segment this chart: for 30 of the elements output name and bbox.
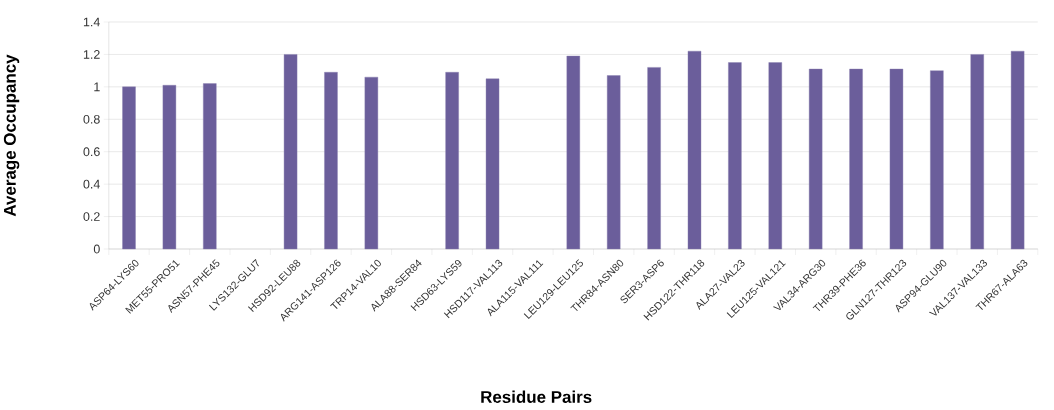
bar: [889, 68, 904, 250]
y-tick-label: 1: [94, 82, 100, 92]
bar: [445, 72, 459, 250]
bar: [1010, 50, 1025, 250]
bar: [687, 50, 702, 250]
bar: [566, 55, 581, 250]
bar: [203, 83, 217, 250]
bar: [808, 68, 823, 250]
y-tick-label: 0.2: [83, 212, 100, 221]
bar: [970, 54, 984, 250]
y-tick-label: 0.4: [83, 179, 100, 189]
y-tick-label: 1.2: [83, 50, 100, 59]
bar: [162, 85, 177, 250]
bar: [728, 62, 742, 250]
bar: [324, 72, 338, 250]
y-axis-title: Average Occupancy: [3, 54, 20, 217]
bar: [768, 62, 782, 250]
bar: [849, 68, 863, 250]
bar: [647, 67, 661, 250]
x-axis-title: Residue Pairs: [481, 390, 592, 403]
bar: [364, 76, 379, 250]
bar: [485, 78, 500, 250]
bar: [930, 70, 944, 250]
y-tick-label: 1.4: [83, 17, 100, 27]
bar: [283, 54, 298, 250]
bar: [122, 86, 136, 250]
y-tick-label: 0.6: [83, 147, 100, 157]
bar: [607, 75, 621, 250]
y-tick-label: 0: [93, 244, 100, 254]
y-tick-label: 0.8: [83, 114, 100, 124]
